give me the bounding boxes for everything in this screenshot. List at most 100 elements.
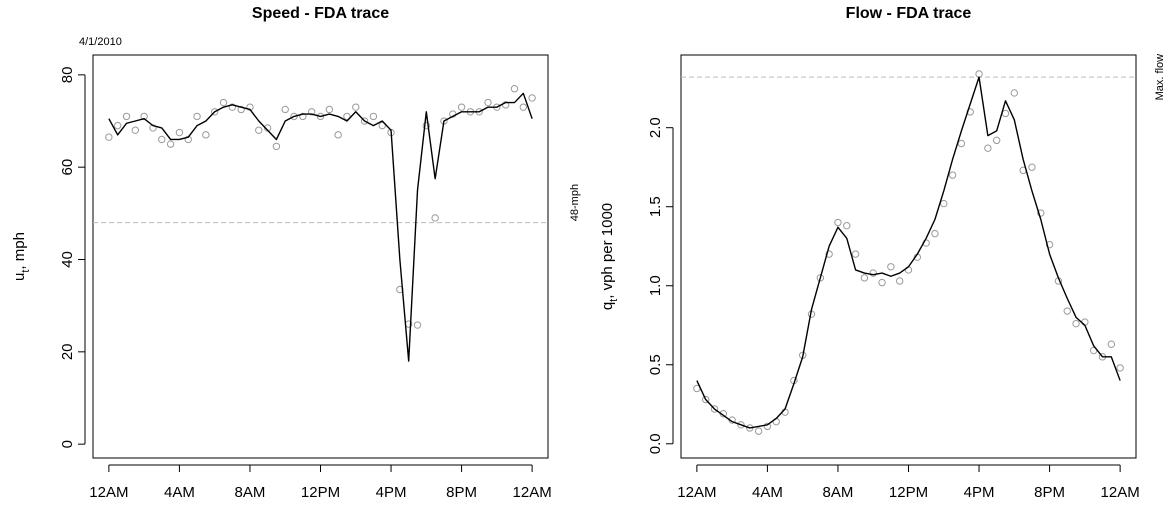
data-point [895, 277, 904, 285]
data-point [334, 131, 342, 139]
data-point [957, 139, 966, 148]
x-tick-label: 8PM [446, 484, 477, 501]
data-point [422, 121, 431, 130]
y-tick-label: 40 [59, 251, 76, 268]
trace-line [696, 76, 1121, 429]
y-axis-label-part: t [20, 270, 32, 273]
data-point [237, 105, 245, 114]
chart-title: Flow - FDA trace [846, 5, 972, 22]
data-point [307, 108, 316, 116]
reference-label: 48-mph [569, 184, 581, 221]
data-point [316, 112, 325, 121]
data-point [878, 278, 886, 287]
data-point [431, 214, 439, 222]
plot-box [680, 54, 1137, 459]
y-tick-label: 0 [59, 440, 76, 448]
data-point [369, 112, 378, 121]
x-tick-label: 12AM [1101, 484, 1140, 501]
x-tick-label: 8PM [1034, 484, 1065, 501]
data-point [325, 105, 334, 114]
y-tick-label: 0.5 [647, 354, 664, 375]
data-point [140, 112, 148, 121]
data-point [992, 136, 1001, 145]
date-label: 4/1/2010 [79, 36, 122, 48]
data-point [413, 321, 422, 329]
data-point [299, 112, 307, 121]
data-point [887, 263, 895, 271]
data-point [984, 144, 992, 152]
data-point [193, 112, 201, 121]
data-point [122, 112, 131, 121]
data-point [1072, 319, 1080, 328]
data-point [528, 94, 536, 102]
data-point [149, 124, 157, 132]
data-point [1028, 163, 1036, 171]
data-point [228, 103, 237, 111]
x-tick-label: 4AM [164, 484, 195, 501]
y-axis-label-part: t [608, 299, 620, 302]
x-tick-label: 12PM [301, 484, 340, 501]
y-tick-label: 1.5 [647, 196, 664, 217]
data-point [175, 128, 184, 137]
data-point [843, 221, 851, 230]
y-tick-label: 1.0 [647, 275, 664, 296]
data-point [352, 103, 360, 111]
y-axis-label-part: u [11, 273, 28, 281]
data-point [754, 427, 763, 435]
data-point [457, 103, 466, 111]
reference-label: Max. flow [1154, 54, 1166, 101]
data-point [255, 126, 263, 134]
data-point [948, 171, 957, 179]
y-tick-label: 0.0 [647, 433, 664, 454]
data-point [1010, 89, 1019, 97]
data-point [737, 421, 745, 429]
trace-line [108, 92, 533, 362]
x-tick-label: 12AM [89, 484, 128, 501]
data-point [1116, 364, 1124, 372]
y-tick-label: 80 [59, 67, 76, 84]
y-axis-label: qt, vph per 1000 [599, 203, 620, 310]
data-point [378, 121, 386, 130]
x-tick-label: 12AM [677, 484, 716, 501]
y-axis-label: ut, mph [11, 232, 32, 281]
data-point [105, 133, 113, 141]
data-point [1037, 209, 1045, 217]
x-tick-label: 12AM [513, 484, 552, 501]
data-point [510, 84, 519, 93]
data-point [834, 218, 842, 227]
data-point [202, 131, 210, 139]
data-point [825, 250, 833, 258]
data-point [763, 422, 772, 431]
data-point [519, 103, 528, 111]
data-point [940, 199, 948, 208]
data-point [219, 98, 228, 107]
data-point [1045, 240, 1054, 249]
y-axis-label-part: , mph [11, 232, 28, 270]
data-point [1107, 340, 1116, 348]
y-axis-label-part: , vph per 1000 [599, 203, 616, 299]
data-point [701, 395, 710, 404]
data-point [113, 121, 122, 130]
plot-box [92, 54, 549, 459]
data-point [210, 108, 219, 116]
data-point [860, 274, 869, 282]
x-tick-label: 8AM [823, 484, 854, 501]
x-tick-label: 12PM [889, 484, 928, 501]
y-tick-label: 2.0 [647, 117, 664, 138]
data-point [851, 250, 860, 258]
data-point [484, 98, 492, 107]
x-tick-label: 8AM [235, 484, 266, 501]
x-tick-label: 4AM [752, 484, 783, 501]
chart-title: Speed - FDA trace [252, 5, 389, 22]
data-point [975, 70, 983, 78]
y-tick-label: 60 [59, 159, 76, 176]
data-point [1063, 307, 1071, 315]
data-point [158, 135, 166, 144]
x-tick-label: 4PM [376, 484, 407, 501]
data-point [343, 112, 351, 121]
data-point [1001, 109, 1010, 118]
data-point [360, 117, 369, 125]
data-point [272, 142, 281, 151]
data-point [131, 126, 140, 134]
